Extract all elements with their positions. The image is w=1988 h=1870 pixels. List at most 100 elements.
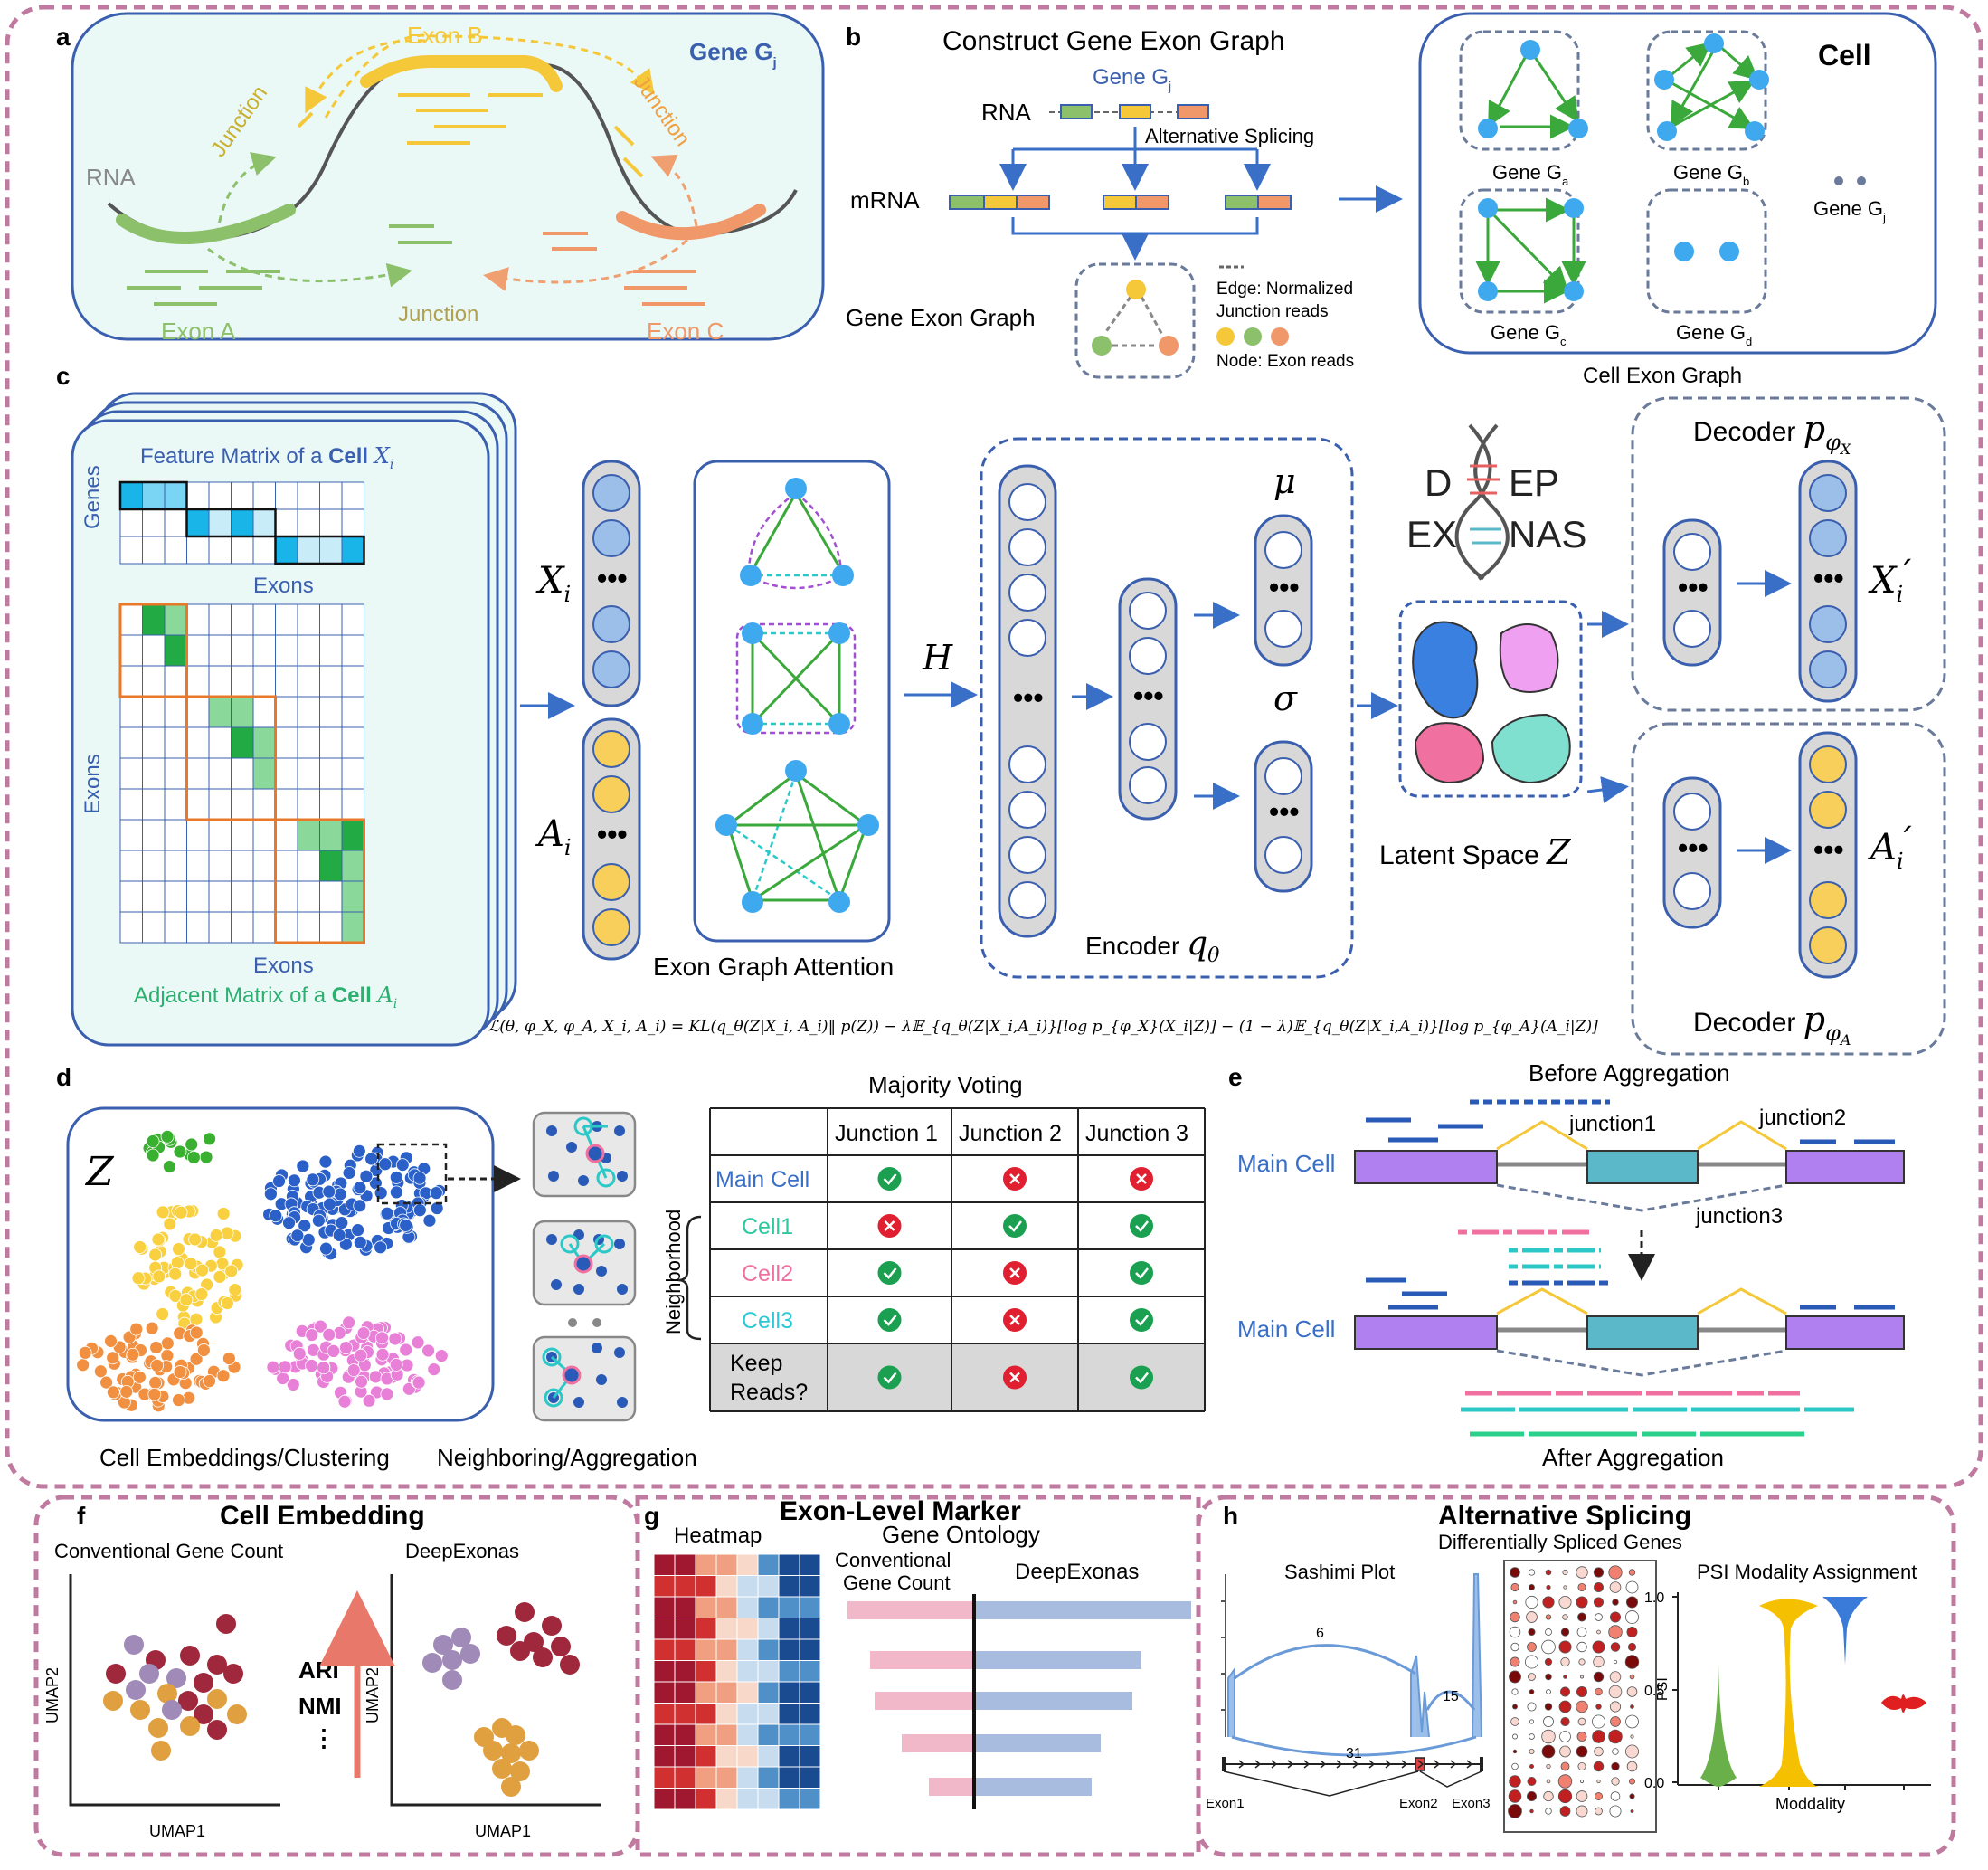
bottom-frame-g — [635, 1495, 1201, 1857]
adjacent-cell — [208, 726, 232, 759]
dotplot-point — [1558, 1700, 1572, 1713]
adjacent-cell — [297, 696, 320, 728]
adjacent-cell — [341, 880, 364, 913]
adjacent-cell — [297, 603, 320, 636]
adjacent-cell — [297, 819, 320, 851]
junction-arrow-2 — [324, 33, 655, 119]
go-label: Gene Ontology — [882, 1521, 1040, 1548]
dotplot-point — [1609, 1805, 1622, 1818]
adjacent-cell — [319, 696, 343, 728]
feature-cell — [275, 508, 298, 537]
dotplot-point — [1593, 1656, 1605, 1668]
adjacent-cell — [119, 911, 143, 944]
feature-cell — [186, 536, 210, 565]
adjacent-cell — [252, 634, 276, 667]
heatmap-cell — [799, 1745, 821, 1768]
dotplot-point — [1576, 1805, 1588, 1818]
dotplot-point — [1576, 1686, 1587, 1697]
dotplot-point — [1563, 1585, 1567, 1590]
dotplot-point — [1541, 1639, 1556, 1655]
adjacent-cell — [341, 788, 364, 821]
umap-point — [551, 1637, 571, 1656]
cell-point — [163, 1160, 176, 1173]
cell-point — [126, 1347, 140, 1362]
adjacent-cell — [297, 850, 320, 882]
heatmap-cell — [778, 1703, 800, 1725]
dotplot-point — [1608, 1565, 1623, 1580]
svg-text:•••: ••• — [597, 562, 628, 594]
check-icon — [877, 1261, 902, 1285]
dotplot-point — [1580, 1780, 1584, 1783]
dotplot-point — [1611, 1761, 1620, 1771]
heatmap-cell — [757, 1723, 780, 1746]
umap-point — [227, 1704, 247, 1724]
dotplot-point — [1595, 1792, 1603, 1800]
adjacent-cell — [208, 696, 232, 728]
heatmap-cell — [653, 1766, 676, 1789]
cell-point — [185, 1137, 199, 1152]
row-label: Cell2 — [742, 1261, 793, 1286]
adjacent-cell — [341, 665, 364, 698]
umap-point — [515, 1602, 535, 1622]
h-label: H — [922, 638, 953, 678]
cluster-scatter — [76, 1129, 449, 1413]
heatmap-cell — [799, 1703, 821, 1725]
panel-c-letter: c — [56, 362, 71, 390]
dotplot-point — [1611, 1777, 1620, 1786]
dotplot-point — [1596, 1629, 1601, 1635]
go-bar-deepexonas — [974, 1692, 1132, 1710]
decoder-a-label: Decoder pφA — [1693, 1000, 1851, 1049]
heatmap-cell — [778, 1766, 800, 1789]
check-mark — [1135, 1220, 1149, 1232]
heatmap-cell — [695, 1766, 717, 1789]
adjacent-cell — [208, 819, 232, 851]
adjacent-cell — [231, 788, 254, 821]
ai-label: Ai — [535, 813, 572, 860]
cell-point — [189, 1312, 204, 1326]
dotplot-point — [1625, 1714, 1639, 1729]
dotplot-point — [1545, 1673, 1552, 1681]
neighborhood-label: Neighborhood — [662, 1210, 685, 1334]
dotplot-point — [1558, 1595, 1572, 1609]
umap-point — [223, 1664, 243, 1684]
adjacent-cell — [119, 880, 143, 913]
adjacent-cell — [142, 665, 166, 698]
junction2-label-1: junction2 — [1758, 1106, 1846, 1130]
adjacent-cell — [252, 850, 276, 882]
adjacent-cell — [142, 726, 166, 759]
svg-text:EX: EX — [1406, 513, 1457, 555]
heatmap-cell — [715, 1618, 738, 1640]
adjacent-cell — [231, 603, 254, 636]
check-mark — [883, 1173, 897, 1185]
keep-label: Keep — [730, 1351, 782, 1376]
feature-cell — [164, 536, 187, 565]
check-icon — [1130, 1308, 1153, 1332]
gat-box — [693, 460, 891, 943]
panel-b-letter: b — [846, 23, 861, 51]
dotplot-point — [1512, 1749, 1518, 1754]
cell-point — [318, 1154, 333, 1169]
dotplot-point — [1560, 1716, 1570, 1727]
adjacent-cell — [119, 850, 143, 882]
exon-a-label: Exon A — [161, 318, 236, 345]
go-bar-deepexonas — [974, 1734, 1101, 1752]
adjacent-cell — [297, 880, 320, 913]
dotplot-point — [1593, 1567, 1605, 1578]
gene-b-label: Gene Gb — [1673, 161, 1749, 188]
dotplot-point — [1576, 1566, 1588, 1579]
cell-point — [380, 1206, 394, 1220]
gene-j-label: Gene Gj — [1813, 197, 1886, 224]
heatmap-cell — [778, 1553, 800, 1576]
feature-cell — [164, 481, 187, 510]
adjacent-cell — [164, 696, 187, 728]
dotplot-point — [1625, 1610, 1639, 1624]
cell-point — [399, 1219, 413, 1232]
check-mark — [1135, 1315, 1149, 1326]
panel-b: b Construct Gene Exon Graph Gene Gj RNA … — [846, 12, 1937, 388]
cell-point — [189, 1325, 204, 1340]
svg-text:EP: EP — [1509, 461, 1559, 504]
cell-point — [342, 1315, 356, 1330]
exon1-label: Exon1 — [1206, 1796, 1245, 1811]
adjacent-cell — [186, 634, 210, 667]
adjacent-cell — [119, 696, 143, 728]
